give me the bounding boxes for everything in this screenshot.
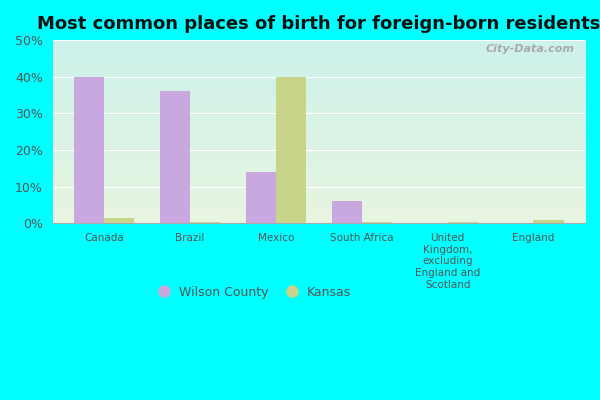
Bar (104, 218, 134, 224)
Bar (74, 77, 104, 224)
Bar (332, 202, 362, 224)
Bar (276, 77, 306, 224)
Bar (160, 92, 190, 224)
Text: City-Data.com: City-Data.com (485, 44, 574, 54)
Bar (448, 222, 478, 224)
Title: Most common places of birth for foreign-born residents: Most common places of birth for foreign-… (37, 15, 600, 33)
Bar (362, 222, 392, 224)
Bar (533, 220, 563, 224)
Legend: Wilson County, Kansas: Wilson County, Kansas (152, 280, 358, 305)
Bar (190, 222, 220, 224)
Bar (246, 172, 276, 224)
